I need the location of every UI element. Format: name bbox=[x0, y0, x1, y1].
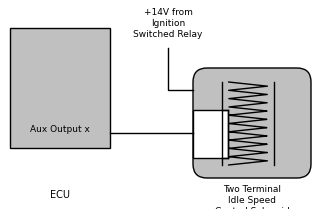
Text: Aux Output x: Aux Output x bbox=[30, 125, 90, 135]
Text: Ignition: Ignition bbox=[151, 19, 185, 28]
Text: Control Solenoid: Control Solenoid bbox=[214, 207, 289, 209]
Text: Switched Relay: Switched Relay bbox=[133, 30, 203, 39]
Text: ECU: ECU bbox=[50, 190, 70, 200]
Text: Idle Speed: Idle Speed bbox=[228, 196, 276, 205]
Text: Two Terminal: Two Terminal bbox=[223, 185, 281, 194]
Bar bbox=[10, 28, 110, 148]
Text: +14V from: +14V from bbox=[144, 8, 192, 17]
FancyBboxPatch shape bbox=[193, 68, 311, 178]
Bar bbox=[193, 110, 228, 158]
